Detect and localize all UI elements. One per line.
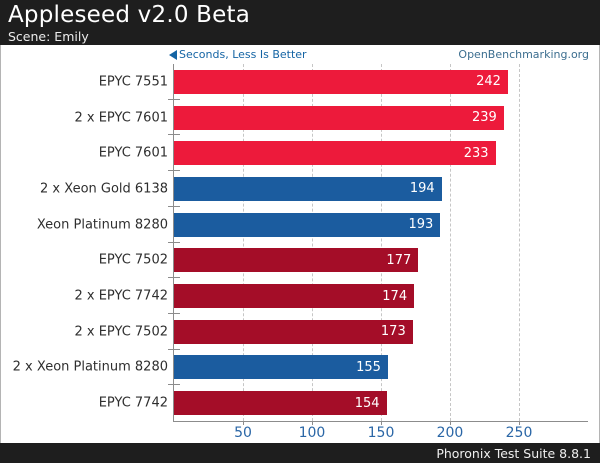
bar-value: 174	[382, 288, 408, 304]
bar-value: 242	[476, 74, 501, 90]
bar-label: EPYC 7551	[98, 74, 168, 90]
bar-row: Xeon Platinum 8280 193	[37, 205, 588, 243]
gridline	[242, 64, 244, 421]
header-bar: Appleseed v2.0 Beta Scene: Emily	[0, 0, 600, 45]
orientation-note: Seconds, Less Is Better	[169, 48, 307, 61]
bar: 193	[174, 212, 441, 237]
bar: 177	[174, 248, 419, 273]
plot-area: EPYC 7551 242 2 x EPYC 7601 239 EPYC 7601 233…	[13, 64, 588, 441]
x-tick-mark	[381, 421, 382, 425]
meta-row: Seconds, Less Is Better OpenBenchmarking…	[169, 48, 589, 61]
bar-label: 2 x EPYC 7742	[74, 288, 168, 304]
chart-subtitle: Scene: Emily	[8, 29, 89, 45]
bar-value: 173	[380, 324, 406, 340]
y-tick-mark	[168, 312, 180, 314]
y-tick-mark	[168, 277, 180, 279]
bar-value: 155	[356, 359, 381, 375]
bar-value: 239	[471, 110, 497, 126]
bar-label: 2 x Xeon Gold 6138	[40, 181, 168, 197]
y-tick-mark	[168, 241, 180, 243]
y-tick-mark	[168, 170, 180, 172]
y-tick-mark	[168, 98, 180, 100]
bar-row: 2 x EPYC 7502 173	[74, 312, 588, 350]
x-tick-label: 100	[298, 425, 326, 441]
bar-label: 2 x EPYC 7502	[74, 324, 168, 340]
bar: 242	[174, 69, 508, 94]
openbenchmarking-link[interactable]: OpenBenchmarking.org	[458, 48, 589, 61]
x-tick-mark	[311, 421, 313, 425]
bar-value: 193	[408, 217, 434, 233]
y-tick-mark	[168, 134, 180, 136]
bar-row: 2 x Xeon Platinum 8280 155	[13, 348, 588, 386]
bar: 194	[174, 176, 442, 201]
bar-value: 194	[409, 181, 435, 197]
bar: 239	[174, 105, 504, 130]
bar-value: 233	[463, 145, 489, 161]
bar-row: 2 x Xeon Gold 6138 194	[40, 170, 588, 207]
chart-area: Seconds, Less Is Better OpenBenchmarking…	[0, 45, 600, 443]
bar: 154	[174, 391, 387, 416]
orientation-note-label: Seconds, Less Is Better	[179, 48, 307, 61]
bar-label: EPYC 7601	[98, 145, 168, 161]
bar-row: EPYC 7502 177	[99, 241, 588, 279]
bar-label: EPYC 7742	[98, 395, 168, 411]
footer-bar: Phoronix Test Suite 8.8.1	[0, 443, 600, 463]
gridline	[311, 64, 313, 421]
bar-rows: EPYC 7551 242 2 x EPYC 7601 239 EPYC 7601 233…	[13, 64, 588, 421]
footer-text: Phoronix Test Suite 8.8.1	[436, 445, 591, 461]
bar-label: 2 x EPYC 7601	[74, 110, 168, 126]
y-tick-mark	[168, 348, 180, 350]
x-tick-label: 150	[367, 425, 395, 441]
chart-title: Appleseed v2.0 Beta	[8, 2, 251, 28]
bar-value: 177	[386, 252, 412, 268]
gridline	[519, 64, 520, 421]
x-tick-label: 250	[505, 425, 533, 441]
bar-value: 154	[354, 395, 380, 411]
y-tick-mark	[168, 205, 180, 207]
bar-row: EPYC 7601 233	[99, 134, 588, 171]
bar-label: 2 x Xeon Platinum 8280	[12, 359, 168, 375]
bar: 155	[174, 355, 388, 380]
y-tick-mark	[168, 384, 180, 386]
bar: 174	[174, 284, 415, 309]
x-tick-mark	[519, 421, 520, 425]
bar-row: 2 x EPYC 7601 239	[74, 98, 588, 136]
left-arrow-icon	[169, 49, 177, 60]
x-tick-label: 50	[234, 425, 252, 441]
bar-row: EPYC 7742 154	[99, 384, 588, 421]
bar-row: 2 x EPYC 7742 174	[74, 277, 588, 314]
bar-row: EPYC 7551 242	[99, 64, 588, 100]
x-tick-mark	[449, 421, 451, 425]
bar-label: Xeon Platinum 8280	[36, 217, 168, 233]
bar-label: EPYC 7502	[98, 252, 168, 268]
bar: 233	[174, 141, 496, 166]
x-tick-label: 200	[436, 425, 464, 441]
x-tick-mark	[242, 421, 244, 425]
gridline	[449, 64, 451, 421]
bar: 173	[174, 319, 413, 344]
gridline	[381, 64, 382, 421]
